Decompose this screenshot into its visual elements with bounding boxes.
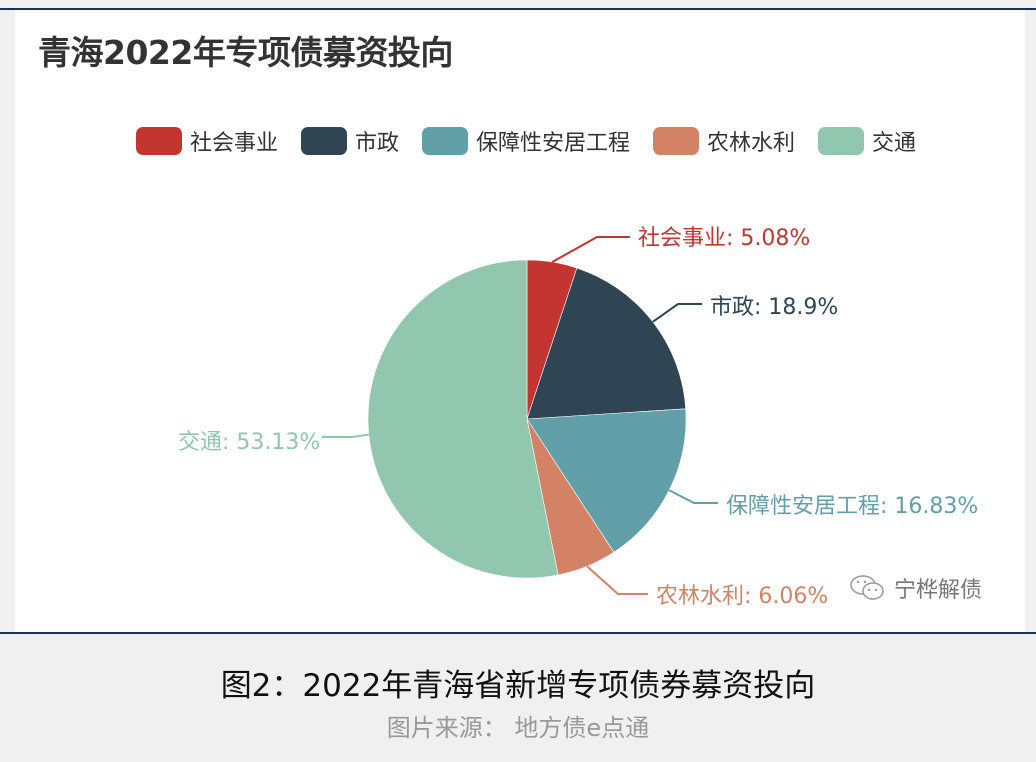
leader-line — [322, 433, 369, 438]
leader-line — [652, 303, 702, 323]
bottom-divider — [0, 632, 1036, 634]
legend-item-municipal[interactable]: 市政 — [301, 124, 399, 158]
leader-line — [668, 489, 718, 504]
leader-line — [586, 565, 648, 595]
figure-source: 图片来源： 地方债e点通 — [386, 714, 650, 742]
data-label-social: 社会事业: 5.08% — [638, 226, 811, 251]
leader-line — [551, 236, 630, 263]
legend-swatch — [301, 127, 347, 155]
watermark: 宁桦解债 — [848, 572, 982, 604]
chart-title: 青海2022年专项债募资投向 — [38, 33, 453, 72]
pie-slices — [367, 259, 687, 579]
pie-slice[interactable] — [367, 259, 559, 579]
top-divider — [0, 8, 1036, 10]
data-label-housing: 保障性安居工程: 16.83% — [726, 494, 979, 519]
data-label-transport: 交通: 53.13% — [178, 430, 321, 455]
legend-swatch — [136, 127, 182, 155]
data-label-municipal: 市政: 18.9% — [710, 295, 839, 320]
pie-slice[interactable] — [526, 408, 687, 553]
watermark-text: 宁桦解债 — [894, 578, 983, 603]
legend-item-housing[interactable]: 保障性安居工程 — [422, 124, 630, 158]
legend-label: 交通 — [872, 131, 917, 156]
legend-item-agriculture[interactable]: 农林水利 — [653, 124, 795, 158]
wechat-icon — [850, 575, 884, 600]
legend-label: 社会事业 — [190, 131, 279, 156]
leader-lines — [322, 236, 718, 595]
figure-caption: 图2：2022年青海省新增专项债券募资投向 — [220, 668, 816, 704]
legend-item-transport[interactable]: 交通 — [818, 124, 916, 158]
legend-swatch — [818, 127, 864, 155]
legend: 社会事业 市政 保障性安居工程 农林水利 交通 — [0, 124, 1036, 158]
data-label-agriculture: 农林水利: 6.06% — [656, 584, 829, 609]
legend-swatch — [422, 127, 468, 155]
legend-label: 农林水利 — [707, 131, 796, 156]
legend-swatch — [653, 127, 699, 155]
legend-label: 市政 — [355, 131, 400, 156]
legend-item-social[interactable]: 社会事业 — [136, 124, 278, 158]
legend-label: 保障性安居工程 — [476, 131, 631, 156]
